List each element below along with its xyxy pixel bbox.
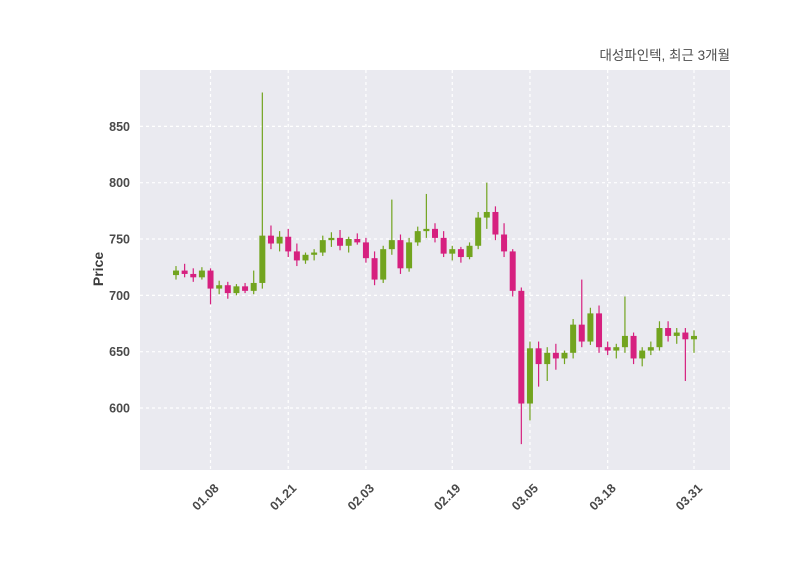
candle-body-down <box>371 258 378 280</box>
candle-body-up <box>526 348 533 404</box>
candle-body-up <box>647 347 654 351</box>
candle-body-up <box>216 285 223 289</box>
candle-body-up <box>319 240 326 253</box>
candle-body-down <box>535 348 542 365</box>
candle-body-up <box>561 352 568 359</box>
y-tick-label: 850 <box>109 120 130 134</box>
candle-body-down <box>337 237 344 246</box>
candle-body-up <box>259 235 266 283</box>
x-tick-label: 03.05 <box>509 481 541 513</box>
candle-body-up <box>691 335 697 340</box>
candle-body-down <box>501 234 508 252</box>
candle-body-down <box>354 239 361 243</box>
candle-body-up <box>328 237 335 241</box>
candle-body-down <box>682 332 689 340</box>
candle-body-up <box>302 254 309 261</box>
candle-body-down <box>578 324 585 342</box>
candle-body-down <box>509 251 516 291</box>
candle-body-up <box>406 242 413 269</box>
candle-body-up <box>587 313 594 342</box>
x-tick-label: 02.03 <box>345 481 377 513</box>
candle-body-up <box>311 252 318 255</box>
candle-body-up <box>475 217 482 246</box>
candle-body-up <box>198 270 205 278</box>
x-tick-label: 03.31 <box>673 481 705 513</box>
candle-body-down <box>596 313 603 348</box>
candle-body-down <box>492 211 499 235</box>
candle-body-up <box>423 228 430 232</box>
candle-body-down <box>397 240 404 269</box>
candle-body-down <box>552 352 559 359</box>
y-tick-label: 650 <box>109 345 130 359</box>
candle-body-down <box>630 335 637 359</box>
candle-body-up <box>570 324 577 353</box>
candle-body-up <box>414 231 421 243</box>
candle-body-up <box>449 249 456 254</box>
candle-body-up <box>345 239 352 246</box>
y-tick-label: 750 <box>109 233 130 247</box>
candle-body-up <box>380 249 387 280</box>
candle-body-down <box>432 228 438 238</box>
candle-body-up <box>233 286 240 294</box>
x-tick-label: 03.18 <box>587 481 619 513</box>
candle-body-up <box>388 240 395 250</box>
candle-body-down <box>604 347 611 351</box>
y-tick-label: 700 <box>109 289 130 303</box>
candle-body-down <box>362 242 369 259</box>
candle-body-down <box>518 290 525 404</box>
x-tick-label: 01.08 <box>190 481 222 513</box>
candle-body-up <box>621 335 628 348</box>
plot-background <box>140 70 730 470</box>
candle-body-down <box>665 328 672 336</box>
candle-body-up <box>656 328 663 348</box>
candle-body-down <box>267 235 274 244</box>
y-tick-label: 800 <box>109 176 130 190</box>
candle-body-up <box>173 270 179 276</box>
candle-body-down <box>181 270 188 274</box>
candle-body-down <box>440 237 447 254</box>
candle-body-down <box>457 249 464 258</box>
candle-body-up <box>483 211 490 218</box>
x-tick-label: 02.19 <box>431 481 463 513</box>
candle-body-up <box>250 282 257 291</box>
candle-body-down <box>242 286 249 291</box>
candle-body-up <box>613 347 620 351</box>
candle-body-down <box>293 251 300 261</box>
candle-body-down <box>285 236 292 252</box>
candle-body-up <box>639 350 646 359</box>
candle-body-down <box>190 273 197 278</box>
candle-body-down <box>224 285 231 294</box>
candle-body-up <box>276 236 283 244</box>
x-tick-label: 01.21 <box>267 481 299 513</box>
chart-title: 대성파인텍, 최근 3개월 <box>599 48 730 63</box>
candle-body-down <box>207 270 214 289</box>
candle-body-up <box>466 245 473 258</box>
y-tick-label: 600 <box>109 402 130 416</box>
candle-body-up <box>673 332 680 336</box>
candle-body-up <box>544 352 551 365</box>
